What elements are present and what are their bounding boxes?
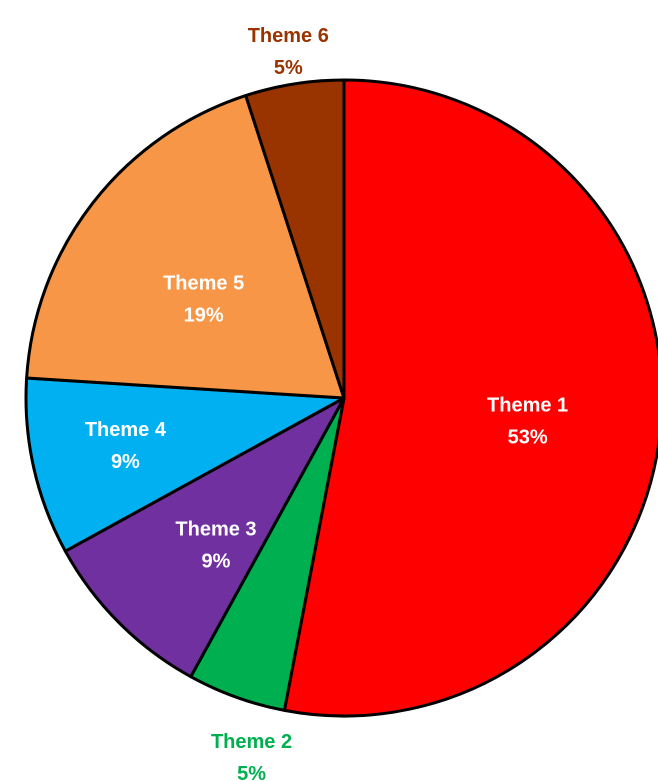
slice-label: Theme 2 <box>211 731 292 753</box>
slice-label: Theme 4 <box>85 419 167 441</box>
pie-slice-theme-3 <box>63 396 346 679</box>
slice-value-label: 53% <box>508 426 548 448</box>
slice-label: Theme 6 <box>248 25 329 47</box>
pie-slice-theme-4 <box>24 376 346 553</box>
slice-label: Theme 3 <box>175 518 256 540</box>
slice-label: Theme 1 <box>487 394 568 416</box>
slice-value-label: 9% <box>111 451 140 473</box>
slice-label: Theme 5 <box>163 273 244 295</box>
slice-value-label: 19% <box>184 305 224 327</box>
pie-slice-theme-5 <box>25 94 346 400</box>
pie-slice-theme-1 <box>282 78 658 718</box>
slice-value-label: 9% <box>202 550 231 572</box>
pie-slice-theme-6 <box>244 78 346 400</box>
pie-labels: Theme 1 53% Theme 2 5% Theme 3 9% Theme 4 9% The… <box>85 25 568 781</box>
slice-value-label: 5% <box>237 763 266 781</box>
slice-value-label: 5% <box>274 57 303 79</box>
pie-slices <box>24 78 658 718</box>
